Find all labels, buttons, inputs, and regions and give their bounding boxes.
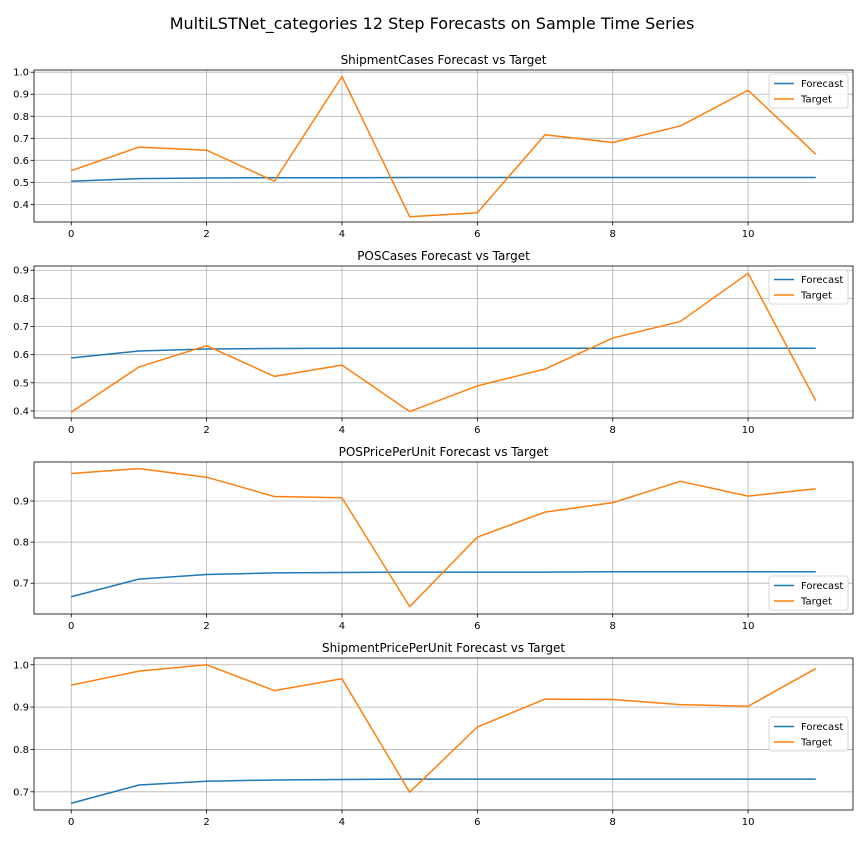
subplot-title: ShipmentPricePerUnit Forecast vs Target — [322, 641, 565, 655]
x-tick-label: 0 — [68, 817, 74, 828]
x-tick-label: 10 — [742, 425, 755, 436]
x-tick-label: 8 — [610, 817, 616, 828]
y-tick-label: 1.0 — [13, 660, 29, 671]
series-line-forecast — [71, 176, 816, 182]
legend-label-target: Target — [800, 95, 832, 106]
y-tick-label: 0.4 — [13, 200, 29, 211]
legend-label-forecast: Forecast — [801, 79, 843, 90]
x-tick-label: 0 — [68, 621, 74, 632]
y-tick-label: 0.7 — [13, 787, 29, 798]
y-tick-label: 0.7 — [13, 579, 29, 590]
axes-frame — [33, 69, 854, 223]
subplots: 0 2 4 6 8 10 0.4 0.5 0.6 0.7 0.8 0.9 1.0 ShipmentCase… — [13, 53, 854, 828]
y-tick-label: 0.9 — [13, 90, 29, 101]
x-tick-label: 2 — [203, 621, 209, 632]
axes-frame — [33, 657, 854, 811]
x-tick-label: 6 — [474, 229, 480, 240]
series-line-target — [70, 272, 817, 413]
legend: Forecast Target — [768, 269, 849, 305]
x-tick-label: 4 — [339, 229, 345, 240]
y-tick-label: 0.8 — [13, 294, 29, 305]
y-tick-label: 0.5 — [13, 178, 29, 189]
x-tick-label: 8 — [610, 229, 616, 240]
x-tick-label: 2 — [203, 817, 209, 828]
x-tick-label: 4 — [339, 425, 345, 436]
y-tick-label: 0.9 — [13, 497, 29, 508]
y-tick-label: 0.4 — [13, 406, 29, 417]
subplot-2: 0 2 4 6 8 10 0.4 0.5 0.6 0.7 0.8 0.9 POSCases Foreca… — [13, 249, 854, 436]
legend-label-forecast: Forecast — [801, 275, 843, 286]
subplot-title: POSPricePerUnit Forecast vs Target — [339, 445, 549, 459]
y-tick-label: 0.5 — [13, 378, 29, 389]
x-tick-label: 10 — [742, 817, 755, 828]
legend-label-forecast: Forecast — [801, 581, 843, 592]
y-tick-label: 1.0 — [13, 68, 29, 79]
axes-frame — [33, 461, 854, 615]
y-tick-label: 0.8 — [13, 112, 29, 123]
x-tick-label: 8 — [610, 621, 616, 632]
x-tick-label: 4 — [339, 817, 345, 828]
x-tick-label: 6 — [474, 817, 480, 828]
legend: Forecast Target — [768, 716, 849, 752]
x-tick-label: 8 — [610, 425, 616, 436]
y-tick-label: 0.8 — [13, 538, 29, 549]
series-line-forecast — [71, 778, 816, 804]
x-tick-label: 4 — [339, 621, 345, 632]
subplot-1: 0 2 4 6 8 10 0.4 0.5 0.6 0.7 0.8 0.9 1.0 ShipmentCase… — [13, 53, 854, 240]
axes-frame — [33, 265, 854, 419]
x-tick-label: 6 — [474, 425, 480, 436]
subplot-title: POSCases Forecast vs Target — [357, 249, 530, 263]
series-line-target — [70, 75, 817, 218]
y-tick-label: 0.7 — [13, 322, 29, 333]
legend-label-forecast: Forecast — [801, 722, 843, 733]
series-line-forecast — [71, 570, 816, 598]
y-tick-label: 0.6 — [13, 156, 29, 167]
x-tick-label: 10 — [742, 621, 755, 632]
legend-label-target: Target — [800, 738, 832, 749]
x-tick-label: 0 — [68, 229, 74, 240]
subplot-title: ShipmentCases Forecast vs Target — [341, 53, 547, 67]
y-tick-label: 0.9 — [13, 703, 29, 714]
legend: Forecast Target — [768, 73, 849, 109]
x-tick-label: 2 — [203, 229, 209, 240]
x-tick-label: 0 — [68, 425, 74, 436]
y-tick-label: 0.9 — [13, 266, 29, 277]
y-tick-label: 0.6 — [13, 350, 29, 361]
y-tick-label: 0.8 — [13, 745, 29, 756]
legend: Forecast Target — [768, 575, 849, 611]
figure-title: MultiLSTNet_categories 12 Step Forecasts… — [170, 14, 695, 34]
x-tick-label: 2 — [203, 425, 209, 436]
legend-label-target: Target — [800, 597, 832, 608]
series-line-target — [71, 664, 817, 793]
x-tick-label: 6 — [474, 621, 480, 632]
y-tick-label: 0.7 — [13, 134, 29, 145]
subplot-4: 0 2 4 6 8 10 0.7 0.8 0.9 1.0 ShipmentPricePerUnit … — [13, 641, 854, 828]
subplot-3: 0 2 4 6 8 10 0.7 0.8 0.9 POSPricePerUnit Forecast… — [13, 445, 854, 632]
x-tick-label: 10 — [742, 229, 755, 240]
series-line-target — [71, 467, 816, 608]
legend-label-target: Target — [800, 291, 832, 302]
